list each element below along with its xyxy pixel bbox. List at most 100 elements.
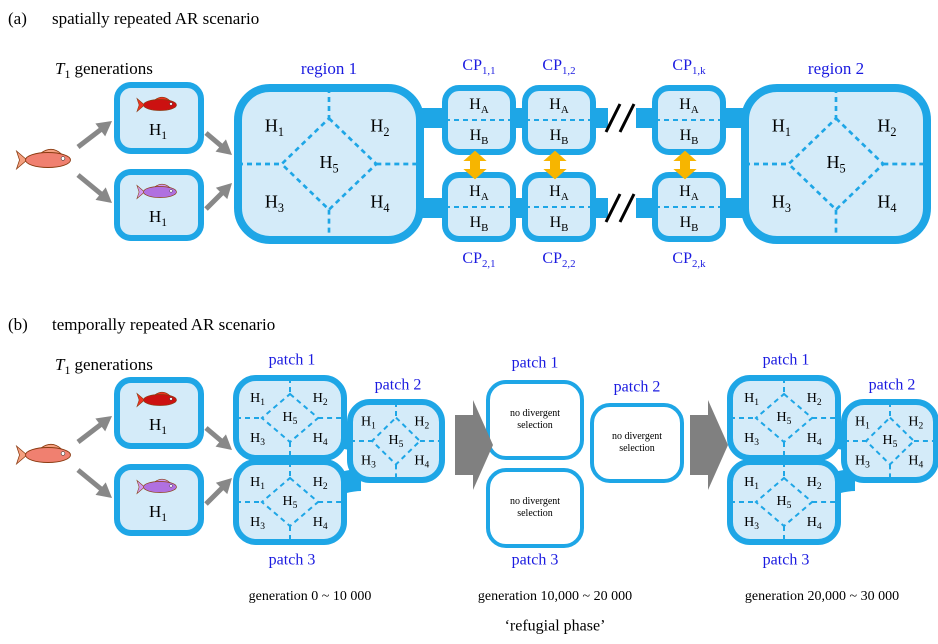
- label: CP1,1: [462, 57, 495, 77]
- arrow: [76, 173, 105, 198]
- label: H3: [744, 431, 759, 448]
- label: H3: [855, 453, 870, 470]
- label: patch 3: [512, 552, 559, 569]
- label: HB: [470, 127, 489, 147]
- label: CP2,k: [672, 250, 706, 270]
- label-main: H: [744, 515, 754, 530]
- label-main: H: [149, 415, 161, 434]
- arrow: [76, 468, 105, 493]
- label: HA: [469, 96, 489, 116]
- label-sub: 5: [787, 501, 792, 511]
- note-box: no divergent selection: [509, 407, 561, 432]
- label-main: H: [744, 391, 754, 406]
- label-sub: 2: [817, 482, 822, 492]
- label-sub: 5: [332, 161, 338, 175]
- label-sub: 1,1: [482, 64, 496, 76]
- label-sub: 4: [383, 201, 389, 215]
- label-main: H: [149, 207, 161, 226]
- label: patch 2: [375, 377, 422, 394]
- label-sub: 4: [817, 522, 822, 532]
- fish-body: [25, 152, 71, 168]
- label: patch 1: [763, 352, 810, 369]
- box: [114, 464, 204, 536]
- fish-tail: [136, 184, 146, 200]
- label: generation 20,000 ~ 30 000: [745, 589, 899, 604]
- label-sub: 4: [424, 461, 429, 471]
- label: H1: [149, 120, 167, 142]
- label-sub: 4: [323, 438, 328, 448]
- label: CP2,2: [542, 250, 575, 270]
- note-box: no divergent selection: [612, 431, 662, 455]
- label-sub: 1,k: [692, 64, 706, 76]
- label-sub: 1: [260, 398, 265, 408]
- label-main: H: [744, 475, 754, 490]
- panel-title: spatially repeated AR scenario: [52, 9, 259, 28]
- label: H5: [777, 410, 792, 427]
- label-main: H: [877, 192, 890, 212]
- symbol: T: [55, 59, 66, 78]
- label-main: H: [469, 183, 481, 200]
- label: H5: [283, 494, 298, 511]
- label-sub: 5: [399, 440, 404, 450]
- fish-eye: [169, 484, 173, 488]
- label: HA: [549, 183, 569, 203]
- label: H1: [250, 391, 265, 408]
- diamond: [786, 116, 886, 212]
- arrow-head: [95, 416, 112, 432]
- label-main: H: [414, 414, 424, 429]
- label-sub: A: [481, 190, 489, 202]
- arrow-head: [215, 139, 232, 155]
- label-sub: 2,k: [692, 257, 706, 269]
- fish: [136, 183, 177, 200]
- label-main: H: [908, 414, 918, 429]
- label-main: H: [777, 410, 787, 425]
- label: H1: [149, 502, 167, 524]
- label-main: H: [549, 183, 561, 200]
- label-main: H: [679, 96, 691, 113]
- symbol: T: [55, 355, 66, 374]
- label-main: H: [883, 433, 893, 448]
- phase-arrow: [690, 400, 728, 490]
- label: H3: [265, 192, 284, 215]
- label-main: H: [826, 152, 839, 172]
- panel-title: temporally repeated AR scenario: [52, 315, 275, 334]
- label: patch 2: [614, 379, 661, 396]
- label: H3: [772, 192, 791, 215]
- label-sub: 5: [293, 501, 298, 511]
- fish-eye: [169, 397, 173, 401]
- label: H2: [370, 116, 389, 139]
- label: H3: [361, 453, 376, 470]
- arrow-head: [95, 187, 112, 203]
- label: HB: [550, 214, 569, 234]
- label-sub: 2: [323, 398, 328, 408]
- arrow: [204, 189, 226, 211]
- label: H2: [877, 116, 896, 139]
- label-main: H: [361, 414, 371, 429]
- label-main: H: [877, 116, 890, 136]
- label-main: CP: [542, 57, 562, 74]
- arrow-head: [95, 482, 112, 498]
- text: generations: [74, 59, 152, 78]
- box: [486, 380, 584, 460]
- label-sub: 1: [865, 422, 870, 432]
- label: H4: [313, 515, 328, 532]
- label-sub: 1: [161, 511, 167, 524]
- label-sub: B: [481, 134, 488, 146]
- label: patch 1: [269, 352, 316, 369]
- label-sub: 5: [293, 417, 298, 427]
- fish-tail: [136, 392, 146, 408]
- note: no divergent selection: [509, 407, 561, 432]
- label-sub: 2: [424, 422, 429, 432]
- label: generation 0 ~ 10 000: [249, 589, 372, 604]
- label-sub: 3: [754, 438, 759, 448]
- label-sub: 3: [754, 522, 759, 532]
- label: H5: [777, 494, 792, 511]
- note: no divergent selection: [509, 495, 561, 520]
- fish-tail: [136, 97, 146, 113]
- label: H2: [807, 475, 822, 492]
- fish-eye: [60, 156, 66, 161]
- label: H1: [744, 475, 759, 492]
- label: H2: [908, 414, 923, 431]
- label-sub: 3: [785, 201, 791, 215]
- label: H1: [149, 415, 167, 437]
